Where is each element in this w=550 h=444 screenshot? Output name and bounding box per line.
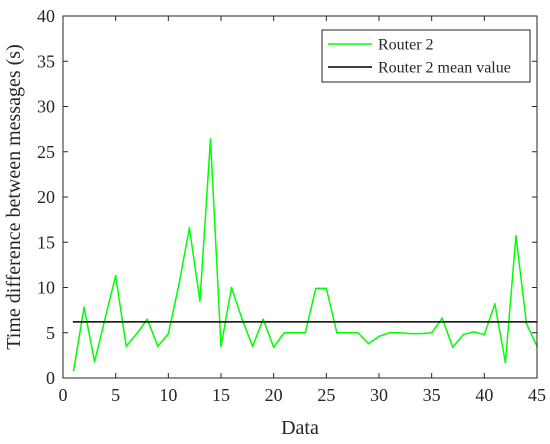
data-point-router-2 <box>346 331 349 334</box>
data-point-router-2 <box>72 369 75 372</box>
y-tick-label: 10 <box>37 278 55 298</box>
x-axis: 0 5 10 15 20 25 30 35 40 45 <box>59 16 546 405</box>
data-point-router-2 <box>125 345 127 348</box>
data-point-router-2 <box>293 331 296 334</box>
x-tick-label: 40 <box>475 385 493 405</box>
data-point-router-2 <box>178 283 180 286</box>
data-point-router-2 <box>315 287 317 290</box>
y-axis-label: Time difference between messages (s) <box>3 44 25 349</box>
data-point-router-2 <box>304 331 307 334</box>
data-point-router-2 <box>135 332 138 335</box>
y-tick-label: 25 <box>37 142 55 162</box>
y-tick-label: 15 <box>37 232 55 252</box>
y-tick-label: 30 <box>37 97 55 117</box>
x-tick-label: 45 <box>528 385 546 405</box>
x-tick-label: 20 <box>265 385 283 405</box>
x-tick-label: 15 <box>212 385 230 405</box>
data-point-router-2 <box>483 333 486 336</box>
data-point-router-2 <box>209 138 212 140</box>
data-point-router-2 <box>188 226 191 229</box>
legend: Router 2 Router 2 mean value <box>321 29 531 83</box>
data-point-router-2 <box>515 235 517 237</box>
data-point-router-2 <box>251 345 254 348</box>
x-tick-label: 35 <box>423 385 441 405</box>
x-tick-label: 10 <box>159 385 177 405</box>
data-point-router-2 <box>220 345 222 348</box>
data-point-router-2 <box>325 287 328 290</box>
y-axis: 0 5 10 15 20 25 30 35 40 <box>37 6 537 388</box>
data-point-router-2 <box>441 317 444 320</box>
legend-label-router-2-mean-value: Router 2 mean value <box>378 60 511 77</box>
data-point-router-2 <box>430 331 433 334</box>
x-tick-label: 0 <box>59 385 68 405</box>
data-point-router-2 <box>272 346 275 349</box>
data-point-router-2 <box>357 331 359 334</box>
y-tick-label: 5 <box>46 323 55 343</box>
legend-label-router-2: Router 2 <box>378 37 434 54</box>
y-tick-label: 35 <box>37 51 55 71</box>
data-point-router-2 <box>199 300 201 302</box>
data-point-router-2 <box>462 333 465 336</box>
data-point-router-2 <box>241 318 243 320</box>
data-point-router-2 <box>525 322 528 325</box>
data-point-router-2 <box>157 345 159 348</box>
data-point-router-2 <box>230 286 233 289</box>
data-point-router-2 <box>114 274 117 277</box>
data-point-router-2 <box>83 306 85 309</box>
data-point-router-2 <box>420 332 422 335</box>
data-point-router-2 <box>104 317 106 320</box>
data-point-router-2 <box>388 331 391 334</box>
x-tick-label: 25 <box>317 385 335 405</box>
y-tick-label: 0 <box>46 368 55 388</box>
data-point-router-2 <box>494 302 496 305</box>
data-point-router-2 <box>146 318 149 320</box>
data-point-router-2-mean-value <box>72 321 75 323</box>
y-tick-label: 40 <box>37 6 55 26</box>
data-point-router-2 <box>367 342 370 345</box>
data-point-router-2 <box>262 318 264 320</box>
data-point-router-2 <box>451 346 454 349</box>
data-point-router-2 <box>283 331 286 334</box>
data-point-router-2 <box>336 331 338 334</box>
y-tick-label: 20 <box>37 187 55 207</box>
data-point-router-2 <box>409 332 412 335</box>
data-point-router-2 <box>93 360 96 363</box>
x-tick-label: 5 <box>111 385 120 405</box>
legend-box <box>321 29 531 83</box>
data-point-router-2 <box>504 361 507 364</box>
data-point-router-2 <box>473 331 475 333</box>
data-point-router-2 <box>167 332 170 335</box>
data-point-router-2 <box>399 331 401 334</box>
x-tick-label: 30 <box>370 385 388 405</box>
series-layer <box>72 138 538 372</box>
x-axis-label: Data <box>281 417 319 439</box>
data-point-router-2 <box>378 335 380 338</box>
